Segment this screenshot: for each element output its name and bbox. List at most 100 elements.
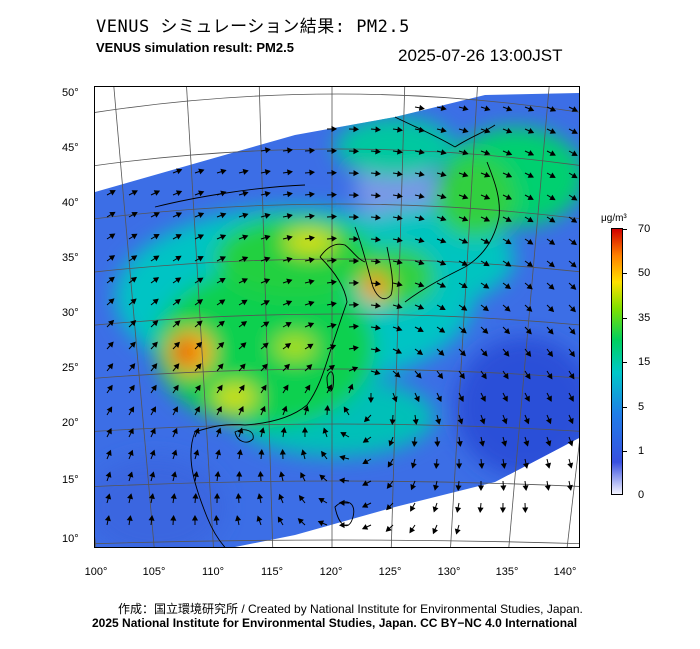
wind-arrow-head <box>461 238 469 244</box>
wind-arrow-head <box>549 194 556 201</box>
wind-arrow-head <box>570 217 578 223</box>
wind-arrow-head <box>105 449 112 457</box>
wind-arrow-head <box>439 304 446 310</box>
wind-arrow-head <box>477 507 484 513</box>
wind-arrow-head <box>108 255 116 261</box>
wind-arrow-head <box>197 277 204 284</box>
timestamp: 2025-07-26 13:00JST <box>398 46 563 65</box>
lon-label-110: 110° <box>202 566 224 578</box>
wind-arrow-head <box>501 418 508 425</box>
wind-arrow-head <box>499 507 506 514</box>
wind-arrow-head <box>131 212 138 218</box>
wind-arrow-head <box>331 213 338 220</box>
wind-arrow-head <box>286 278 293 285</box>
wind-arrow-head <box>571 128 578 134</box>
wind-arrow-head <box>386 482 393 489</box>
wind-arrow-head <box>503 328 511 335</box>
wind-arrow-head <box>149 449 156 456</box>
wind-arrow-head <box>308 278 315 285</box>
wind-arrow-head <box>241 256 249 262</box>
wind-arrow-head <box>192 493 199 499</box>
wind-arrow-head <box>438 349 445 356</box>
lon-label-100: 100° <box>84 566 108 578</box>
wind-arrow-head <box>129 363 136 370</box>
wind-arrow-head <box>279 471 285 478</box>
wind-arrow-head <box>172 406 178 413</box>
wind-arrow-head <box>264 147 271 154</box>
colorbar-label-15: 15 <box>638 356 651 368</box>
wind-arrow-head <box>193 449 200 456</box>
wind-arrow-head <box>433 484 439 491</box>
wind-arrow-head <box>567 462 574 469</box>
wind-arrow-head <box>287 147 293 154</box>
wind-arrow-head <box>571 194 578 201</box>
wind-arrow-head <box>257 493 264 500</box>
wind-arrow-head <box>545 462 552 469</box>
wind-arrow-head <box>418 259 425 266</box>
wind-arrow-head <box>386 504 393 511</box>
wind-arrow-head <box>196 320 203 327</box>
wind-arrow-head <box>456 440 463 447</box>
colorbar-tick <box>622 407 627 408</box>
wind-arrow-head <box>459 372 465 380</box>
wind-arrow-head <box>175 212 183 218</box>
wind-arrow-head <box>440 171 447 178</box>
wind-arrow-head <box>241 278 248 284</box>
wind-arrow-head <box>218 342 225 349</box>
wind-arrow-head <box>462 215 469 222</box>
wind-arrow-head <box>526 261 534 267</box>
colorbar-tick <box>622 362 627 363</box>
concentration-field <box>95 93 579 547</box>
wind-arrow-head <box>527 172 534 178</box>
wind-arrow-head <box>527 216 534 223</box>
wind-arrow-head <box>127 471 134 478</box>
wind-arrow-head <box>220 168 227 175</box>
wind-arrow-head <box>418 281 425 288</box>
wind-arrow-head <box>527 105 535 112</box>
wind-arrow-head <box>219 299 226 306</box>
wind-arrow-head <box>304 384 311 391</box>
wind-arrow-head <box>477 485 485 492</box>
wind-arrow-head <box>239 363 246 370</box>
colorbar-label-50: 50 <box>638 267 651 279</box>
wind-arrow-head <box>501 440 508 447</box>
wind-arrow-head <box>522 485 529 491</box>
wind-arrow-head <box>107 363 114 370</box>
wind-arrow-head <box>547 350 554 358</box>
wind-arrow-head <box>173 384 179 392</box>
wind-arrow-head <box>504 305 511 312</box>
wind-arrow-head <box>375 280 381 287</box>
wind-arrow-head <box>363 416 371 423</box>
wind-arrow-head <box>306 364 313 371</box>
lon-label-125: 125° <box>378 566 402 578</box>
wind-arrow-head <box>418 193 425 200</box>
wind-arrow-head <box>317 520 325 527</box>
lat-label-45: 45° <box>62 142 79 154</box>
wind-arrow-head <box>353 192 360 199</box>
wind-arrow-head <box>483 282 490 289</box>
graticule <box>95 87 579 547</box>
wind-arrow-head <box>328 364 335 371</box>
wind-arrow-head <box>479 418 486 425</box>
wind-arrow-head <box>505 172 513 178</box>
wind-arrow-head <box>340 432 347 438</box>
wind-arrow-head <box>410 483 417 491</box>
wind-arrow-head <box>330 301 337 308</box>
wind-arrow-head <box>455 485 462 491</box>
wind-arrow-head <box>195 384 201 391</box>
wind-arrow-head <box>214 471 221 477</box>
wind-arrow-head <box>548 306 555 313</box>
wind-arrow-head <box>104 515 111 522</box>
wind-arrow-head <box>129 341 136 348</box>
wind-arrow-head <box>571 106 578 112</box>
colorbar-tick <box>622 273 627 274</box>
wind-arrow-head <box>432 527 438 535</box>
wind-arrow-head <box>483 193 491 200</box>
wind-arrow-head <box>309 147 316 154</box>
wind-arrow-head <box>502 373 509 380</box>
wind-arrow-head <box>108 298 115 305</box>
wind-arrow-head <box>440 127 447 134</box>
wind-arrow-head <box>331 257 337 264</box>
wind-arrow-head <box>298 495 305 502</box>
wind-arrow-head <box>277 516 284 523</box>
